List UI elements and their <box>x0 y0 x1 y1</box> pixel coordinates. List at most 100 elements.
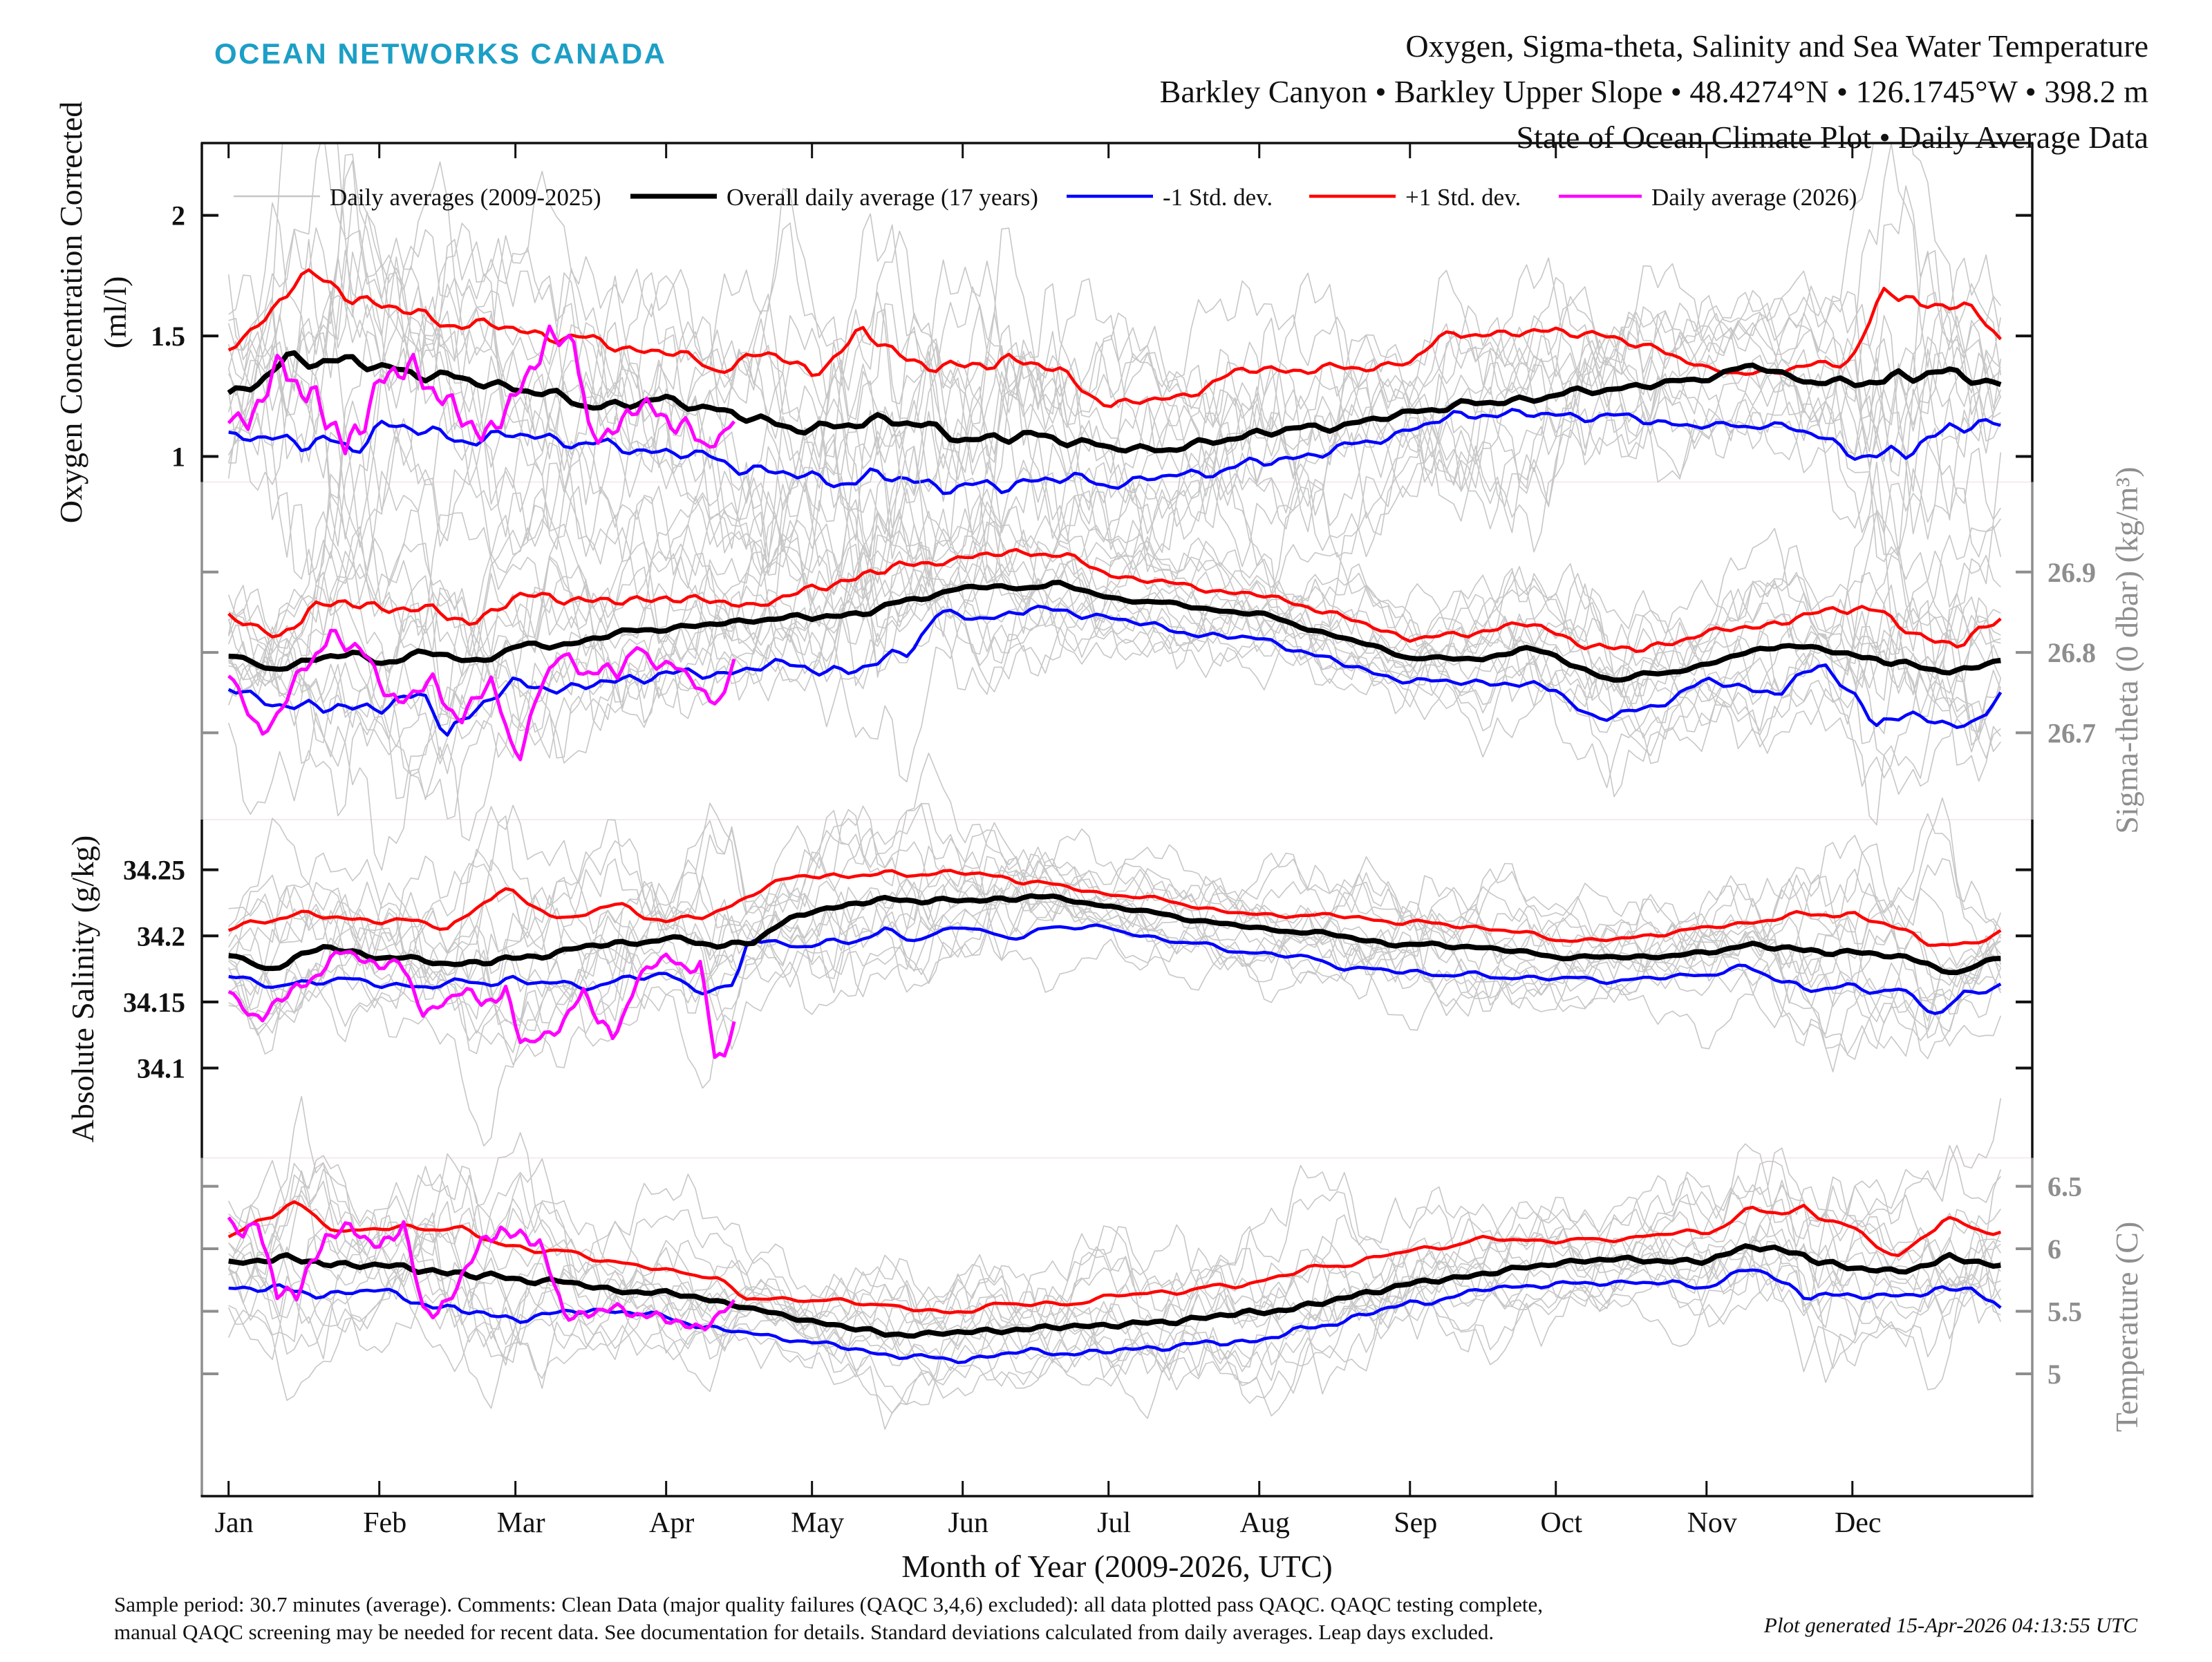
legend: Daily averages (2009-2025) Overall daily… <box>234 184 1857 211</box>
plot-curves <box>227 144 2003 1430</box>
ensemble-year-line <box>228 753 2001 992</box>
plus-1sd-line <box>227 869 2002 947</box>
x-tick-label: Jun <box>948 1507 988 1539</box>
minus-1sd-line <box>227 604 2003 737</box>
y-tick-label: 34.2 <box>137 920 185 952</box>
ensemble-year-line <box>228 211 2002 506</box>
ensemble-year-line <box>228 1144 2001 1364</box>
minus-1sd-line <box>228 923 2002 1015</box>
x-tick-label: Jul <box>1097 1507 1131 1539</box>
plot-generated-timestamp: Plot generated 15-Apr-2026 04:13:55 UTC <box>1763 1613 2137 1637</box>
ensemble-year-line <box>228 862 2002 1019</box>
ensemble-year-line <box>228 144 2001 435</box>
plus-1sd-line <box>227 1200 2002 1314</box>
axes-and-ticks: 2 1.5 1 26.9 26.8 26.7 34.25 34.2 34.15 34.1 6.5 6 5… <box>123 142 2096 1539</box>
ensemble-year-line <box>227 504 2001 717</box>
ensemble-year-line <box>227 1245 2002 1399</box>
ensemble-year-line <box>227 482 2002 744</box>
ensemble-year-line <box>228 1096 2002 1325</box>
x-tick-label: Dec <box>1835 1507 1882 1539</box>
minus-1sd-line <box>228 1268 2002 1364</box>
footer-line-1: Sample period: 30.7 minutes (average). C… <box>114 1592 1543 1616</box>
band-separators <box>202 481 2032 1159</box>
plus-1sd-line <box>227 547 2002 653</box>
ensemble-year-line <box>227 826 2002 1020</box>
y-tick-label: 6 <box>2047 1234 2061 1265</box>
y-tick-label: 34.25 <box>123 855 185 886</box>
subplot-oxygen <box>227 144 2002 678</box>
y-tick-label: 6.5 <box>2047 1171 2082 1202</box>
x-tick-label: Mar <box>497 1507 545 1539</box>
daily-average-2026-line <box>227 950 736 1059</box>
ensemble-year-line <box>227 446 2002 759</box>
ensemble-year-line <box>228 564 2001 871</box>
y-tick-label: 1.5 <box>151 321 185 352</box>
ensemble-year-line <box>227 551 2002 748</box>
x-tick-label: Jan <box>215 1507 254 1539</box>
x-tick-label: Oct <box>1540 1507 1582 1539</box>
ensemble-year-line <box>227 1264 2001 1414</box>
ensemble-year-line <box>228 908 2002 1146</box>
y-tick-label: 5 <box>2047 1359 2061 1390</box>
ensemble-year-line <box>228 486 2001 726</box>
ensemble-year-line <box>228 1153 2001 1339</box>
subplot-sigma-theta <box>227 446 2003 871</box>
y-tick-label: 1 <box>171 442 185 473</box>
ensemble-year-line <box>228 1160 2001 1368</box>
ensemble-year-line <box>228 891 2001 1068</box>
plus-1sd-line <box>227 268 2002 408</box>
legend-label-minus1sd: -1 Std. dev. <box>1163 184 1273 211</box>
title-line-3: State of Ocean Climate Plot • Daily Aver… <box>1516 120 2148 155</box>
legend-label-2026: Daily average (2026) <box>1651 184 1857 211</box>
xlabel: Month of Year (2009-2026, UTC) <box>901 1549 1333 1584</box>
subplot-salinity <box>227 753 2002 1146</box>
onc-logo: OCEAN NETWORKS CANADA <box>214 37 667 70</box>
ylabel-sigma-theta: Sigma-theta (0 dbar) (kg/m³) <box>2109 466 2144 833</box>
ensemble-year-line <box>228 851 2001 1057</box>
ylabel-oxygen-units: (ml/l) <box>97 276 133 349</box>
ensemble-year-line <box>227 324 2002 675</box>
ensemble-year-line <box>227 334 2001 678</box>
ensemble-year-line <box>227 238 2001 592</box>
daily-average-2026-line <box>227 324 736 455</box>
y-tick-label: 2 <box>171 200 185 232</box>
y-tick-label: 26.8 <box>2047 637 2096 668</box>
ensemble-year-line <box>228 1184 2002 1381</box>
daily-average-2026-line <box>227 629 736 762</box>
footer-line-2: manual QAQC screening may be needed for … <box>114 1620 1494 1644</box>
ensemble-year-line <box>227 202 2001 607</box>
x-tick-label: May <box>791 1507 844 1539</box>
ensemble-year-line <box>227 144 2002 458</box>
ylabel-salinity: Absolute Salinity (g/kg) <box>65 835 100 1143</box>
legend-label-mean: Overall daily average (17 years) <box>727 184 1038 211</box>
x-tick-label: Nov <box>1687 1507 1737 1539</box>
daily-average-2026-line <box>227 1216 736 1332</box>
ensemble-year-line <box>227 585 2002 842</box>
x-tick-label: Sep <box>1394 1507 1437 1539</box>
ensemble-year-line <box>227 1199 2001 1390</box>
ensemble-year-line <box>228 482 2002 698</box>
ylabel-temperature: Temperature (C) <box>2109 1222 2144 1433</box>
ensemble-year-line <box>228 829 2002 1073</box>
y-tick-label: 34.15 <box>123 987 185 1018</box>
ensemble-year-line <box>227 256 2002 576</box>
ensemble-year-line <box>228 574 2001 820</box>
ensemble-year-line <box>228 803 2001 981</box>
overall-daily-average-line <box>228 893 2001 976</box>
ensemble-year-line <box>228 495 2001 697</box>
overall-daily-average-line <box>227 350 2002 454</box>
ensemble-year-line <box>228 249 2002 591</box>
overall-daily-average-line <box>228 580 2001 683</box>
legend-label-ensemble: Daily averages (2009-2025) <box>330 184 601 211</box>
subplot-temperature <box>227 1096 2002 1430</box>
ensemble-year-line <box>227 195 2001 492</box>
x-tick-label: Feb <box>363 1507 406 1539</box>
ensemble-year-line <box>227 153 2002 530</box>
legend-label-plus1sd: +1 Std. dev. <box>1405 184 1521 211</box>
overall-daily-average-line <box>228 1243 2001 1339</box>
minus-1sd-line <box>228 408 2001 495</box>
y-tick-label: 26.7 <box>2047 717 2096 748</box>
ensemble-year-line <box>227 1132 2001 1356</box>
ensemble-year-line <box>228 1147 2002 1324</box>
